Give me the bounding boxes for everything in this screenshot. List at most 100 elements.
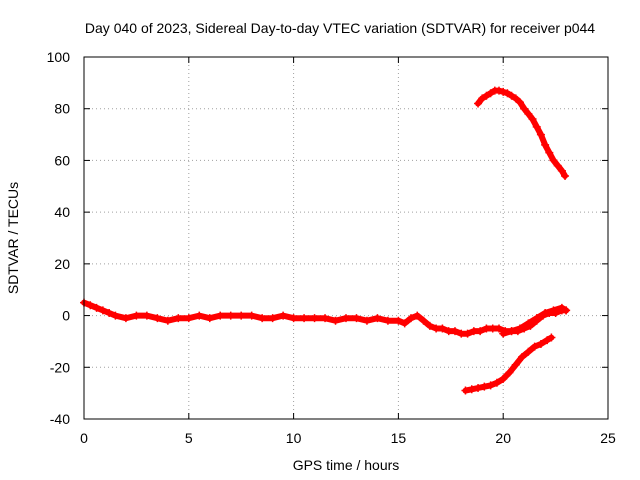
data-point	[195, 311, 204, 320]
data-point	[450, 327, 459, 336]
series-lower-curve	[461, 333, 556, 395]
y-tick-label: 60	[54, 152, 70, 168]
y-tick-label: 0	[62, 308, 70, 324]
data-point	[545, 148, 554, 157]
data-point	[541, 308, 550, 317]
data-point	[503, 89, 512, 98]
x-tick-label: 10	[286, 430, 302, 446]
data-point	[86, 301, 95, 310]
data-point	[163, 316, 172, 325]
data-point	[511, 94, 520, 103]
data-point	[549, 156, 558, 165]
data-point	[331, 316, 340, 325]
data-point	[486, 381, 495, 390]
data-point	[237, 311, 246, 320]
y-tick-label: 80	[54, 101, 70, 117]
data-point	[142, 311, 151, 320]
x-tick-label: 15	[391, 430, 407, 446]
data-point	[495, 86, 504, 95]
data-point	[547, 333, 556, 342]
data-point	[536, 340, 545, 349]
x-tick-label: 20	[495, 430, 511, 446]
y-axis-label: SDTVAR / TECUs	[5, 182, 21, 294]
data-point	[507, 327, 516, 336]
data-point	[524, 319, 533, 328]
data-point	[499, 329, 508, 338]
data-point	[482, 91, 491, 100]
plot-points	[80, 86, 571, 395]
data-point	[492, 378, 501, 387]
data-point	[530, 342, 539, 351]
x-axis: 0 5 10 15 20 25	[80, 57, 616, 446]
series-band	[475, 87, 568, 179]
data-point	[553, 161, 562, 170]
data-point	[153, 314, 162, 323]
y-tick-label: -20	[50, 359, 70, 375]
data-point	[310, 314, 319, 323]
data-point	[342, 314, 350, 323]
data-point	[495, 324, 504, 333]
data-point	[557, 166, 566, 175]
data-point	[279, 311, 288, 320]
data-point	[549, 306, 558, 315]
data-point	[557, 303, 566, 312]
data-point	[413, 311, 422, 320]
data-point	[226, 311, 235, 320]
data-point	[184, 314, 193, 323]
data-point	[289, 314, 298, 323]
data-point	[121, 314, 130, 323]
y-axis: -40 -20 0 20 40 60 80 100	[47, 49, 608, 427]
data-point	[394, 316, 403, 325]
data-point	[474, 99, 483, 108]
data-point	[373, 314, 382, 323]
data-point	[480, 382, 489, 391]
y-tick-label: 40	[54, 204, 70, 220]
data-point	[505, 368, 514, 377]
data-point	[98, 306, 107, 315]
data-point	[524, 347, 533, 356]
data-point	[507, 91, 516, 100]
data-point	[400, 319, 409, 328]
x-axis-label: GPS time / hours	[293, 457, 400, 473]
y-tick-label: -40	[50, 411, 70, 427]
data-point	[268, 314, 277, 323]
data-point	[561, 171, 570, 180]
data-point	[515, 324, 524, 333]
data-point	[174, 314, 183, 323]
data-point	[205, 314, 214, 323]
data-point	[532, 314, 541, 323]
data-point	[511, 360, 520, 369]
data-point	[562, 306, 571, 315]
data-point	[362, 316, 371, 325]
data-point	[247, 311, 256, 320]
data-point	[486, 89, 495, 98]
x-tick-label: 25	[600, 430, 616, 446]
data-point	[474, 383, 483, 392]
data-point	[499, 374, 508, 383]
data-point	[352, 314, 361, 323]
plot-frame	[83, 56, 609, 420]
data-point	[92, 303, 101, 312]
data-point	[258, 314, 267, 323]
data-point	[105, 308, 114, 317]
data-point	[383, 316, 392, 325]
x-tick-label: 5	[185, 430, 193, 446]
data-point	[406, 314, 415, 323]
y-tick-label: 20	[54, 256, 70, 272]
data-point	[499, 87, 508, 96]
data-point	[520, 104, 529, 113]
data-point	[528, 115, 537, 124]
series-band	[462, 334, 555, 394]
data-point	[216, 311, 225, 320]
data-point	[467, 385, 476, 394]
data-point	[536, 130, 545, 139]
data-point	[476, 327, 485, 336]
data-point	[111, 311, 120, 320]
data-point	[425, 321, 434, 330]
data-point	[321, 314, 330, 323]
series-band	[500, 304, 570, 337]
series-lower-branch	[499, 303, 571, 338]
data-point	[518, 352, 527, 361]
data-point	[419, 316, 428, 325]
